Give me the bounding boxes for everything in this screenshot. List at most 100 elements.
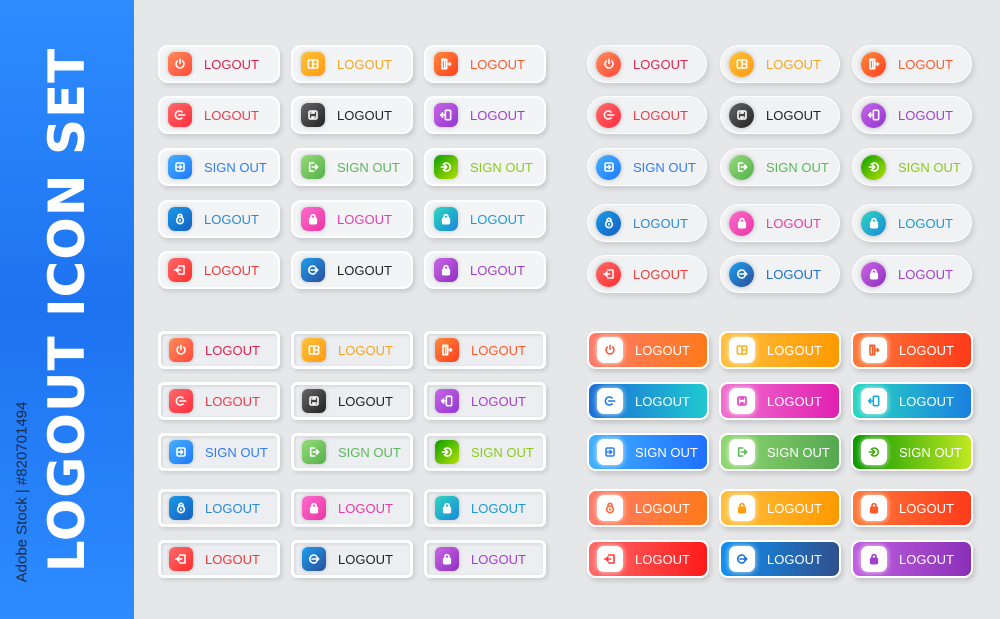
sign-out-button[interactable]: SIGN OUT: [719, 433, 841, 471]
sign-out-button[interactable]: SIGN OUT: [291, 148, 413, 186]
door-enter-icon: [861, 388, 887, 414]
sign-out-button[interactable]: SIGN OUT: [587, 148, 707, 186]
button-label: LOGOUT: [205, 342, 260, 358]
sign-out-button[interactable]: SIGN OUT: [852, 148, 972, 186]
enter-icon: [169, 547, 193, 571]
button-label: LOGOUT: [470, 262, 525, 278]
power-icon: [597, 337, 623, 363]
exit-box-icon: [302, 440, 326, 464]
button-label: LOGOUT: [205, 551, 260, 567]
logout-button[interactable]: LOGOUT: [424, 540, 546, 578]
logout-button[interactable]: LOGOUT: [158, 382, 280, 420]
button-label: SIGN OUT: [766, 159, 829, 175]
logout-button[interactable]: LOGOUT: [291, 540, 413, 578]
lock-icon: [729, 495, 755, 521]
logout-button[interactable]: LOGOUT: [587, 382, 709, 420]
sign-out-button[interactable]: SIGN OUT: [291, 433, 413, 471]
logout-button[interactable]: LOGOUT: [587, 204, 707, 242]
button-label: LOGOUT: [205, 393, 260, 409]
swap-icon: [729, 388, 755, 414]
button-label: LOGOUT: [766, 266, 821, 282]
swap-icon: [301, 103, 325, 127]
logout-button[interactable]: LOGOUT: [291, 489, 413, 527]
circle-arrow-icon: [861, 439, 887, 465]
logout-button[interactable]: LOGOUT: [424, 382, 546, 420]
button-label: LOGOUT: [470, 107, 525, 123]
logout-button[interactable]: LOGOUT: [851, 489, 973, 527]
logout-button[interactable]: LOGOUT: [291, 200, 413, 238]
logout-button[interactable]: LOGOUT: [158, 45, 280, 83]
logout-button[interactable]: LOGOUT: [158, 489, 280, 527]
logout-button[interactable]: LOGOUT: [158, 96, 280, 134]
sign-out-button[interactable]: SIGN OUT: [851, 433, 973, 471]
enter-icon: [597, 546, 623, 572]
logout-button[interactable]: LOGOUT: [719, 382, 841, 420]
logout-button[interactable]: LOGOUT: [587, 255, 707, 293]
logout-button[interactable]: LOGOUT: [852, 255, 972, 293]
enter-icon: [596, 261, 621, 287]
logout-button[interactable]: LOGOUT: [158, 331, 280, 369]
logout-button[interactable]: LOGOUT: [291, 251, 413, 289]
button-label: LOGOUT: [471, 500, 526, 516]
logout-button[interactable]: LOGOUT: [851, 540, 973, 578]
logout-button[interactable]: LOGOUT: [852, 45, 972, 83]
lock-icon: [301, 207, 325, 231]
power-arrow-icon: [597, 388, 623, 414]
button-label: LOGOUT: [633, 215, 688, 231]
swap-icon: [729, 102, 754, 128]
sign-out-button[interactable]: SIGN OUT: [424, 433, 546, 471]
logout-button[interactable]: LOGOUT: [291, 382, 413, 420]
logout-button[interactable]: LOGOUT: [291, 45, 413, 83]
logout-button[interactable]: LOGOUT: [720, 96, 840, 134]
sign-out-button[interactable]: SIGN OUT: [424, 148, 546, 186]
logout-button[interactable]: LOGOUT: [424, 331, 546, 369]
sign-out-button[interactable]: SIGN OUT: [587, 433, 709, 471]
button-label: LOGOUT: [633, 266, 688, 282]
logout-button[interactable]: LOGOUT: [852, 204, 972, 242]
button-label: LOGOUT: [204, 211, 259, 227]
power-icon: [596, 51, 621, 77]
logout-button[interactable]: LOGOUT: [424, 96, 546, 134]
logout-button[interactable]: LOGOUT: [852, 96, 972, 134]
sidebar: LOGOUT ICON SET Adobe Stock | #820701494: [0, 0, 134, 619]
logout-button[interactable]: LOGOUT: [587, 540, 709, 578]
logout-button[interactable]: LOGOUT: [291, 96, 413, 134]
logout-button[interactable]: LOGOUT: [719, 540, 841, 578]
logout-button[interactable]: LOGOUT: [720, 255, 840, 293]
button-label: SIGN OUT: [635, 444, 698, 460]
logout-button[interactable]: LOGOUT: [851, 382, 973, 420]
logout-button[interactable]: LOGOUT: [587, 489, 709, 527]
logout-button[interactable]: LOGOUT: [851, 331, 973, 369]
logout-button[interactable]: LOGOUT: [719, 331, 841, 369]
sign-out-button[interactable]: SIGN OUT: [158, 433, 280, 471]
logout-button[interactable]: LOGOUT: [587, 331, 709, 369]
logout-button[interactable]: LOGOUT: [158, 200, 280, 238]
sign-out-button[interactable]: SIGN OUT: [158, 148, 280, 186]
logout-button[interactable]: LOGOUT: [720, 204, 840, 242]
sign-out-button[interactable]: SIGN OUT: [720, 148, 840, 186]
logout-button[interactable]: LOGOUT: [720, 45, 840, 83]
logout-button[interactable]: LOGOUT: [587, 96, 707, 134]
circle-arrow-icon: [434, 155, 458, 179]
logout-button[interactable]: LOGOUT: [291, 331, 413, 369]
lock-round-icon: [596, 210, 621, 236]
sign-in-box-icon: [169, 440, 193, 464]
lock-icon: [861, 261, 886, 287]
lock-round-icon: [597, 495, 623, 521]
logout-button[interactable]: LOGOUT: [424, 251, 546, 289]
button-label: SIGN OUT: [337, 159, 400, 175]
logout-button[interactable]: LOGOUT: [587, 45, 707, 83]
lock-icon: [729, 210, 754, 236]
button-label: LOGOUT: [337, 107, 392, 123]
logout-button[interactable]: LOGOUT: [424, 489, 546, 527]
button-label: LOGOUT: [767, 551, 822, 567]
enter-icon: [168, 258, 192, 282]
logout-button[interactable]: LOGOUT: [719, 489, 841, 527]
logout-button[interactable]: LOGOUT: [158, 251, 280, 289]
power-arrow-icon: [596, 102, 621, 128]
logout-button[interactable]: LOGOUT: [158, 540, 280, 578]
circle-arrow-right-icon: [729, 261, 754, 287]
logout-button[interactable]: LOGOUT: [424, 200, 546, 238]
exit-box-icon: [301, 155, 325, 179]
logout-button[interactable]: LOGOUT: [424, 45, 546, 83]
